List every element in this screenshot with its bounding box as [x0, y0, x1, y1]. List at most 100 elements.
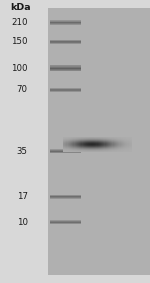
Bar	[119, 137, 121, 138]
Bar	[75, 137, 76, 138]
Bar	[94, 137, 96, 138]
Bar	[103, 141, 105, 142]
Bar	[131, 143, 132, 144]
Bar	[109, 147, 110, 148]
Bar	[82, 140, 84, 141]
Bar	[81, 143, 83, 144]
Bar	[102, 139, 103, 140]
Bar	[70, 149, 71, 150]
Bar	[98, 137, 99, 138]
Bar	[103, 142, 105, 143]
Bar	[50, 22, 81, 23]
Bar	[87, 145, 89, 146]
Bar	[72, 141, 74, 142]
Bar	[126, 145, 128, 146]
Bar	[99, 137, 100, 138]
Bar	[89, 143, 91, 144]
Bar	[122, 137, 123, 138]
Bar	[50, 196, 81, 197]
Bar	[115, 151, 116, 152]
Bar	[93, 139, 94, 140]
Bar	[88, 137, 90, 138]
Bar	[69, 139, 70, 140]
Bar	[50, 91, 81, 92]
Bar	[109, 139, 110, 140]
Bar	[122, 149, 123, 150]
Bar	[85, 140, 86, 141]
Bar	[70, 147, 71, 148]
Bar	[96, 141, 98, 142]
Bar	[100, 141, 101, 142]
Bar	[80, 143, 82, 144]
Bar	[115, 149, 116, 150]
Bar	[71, 139, 72, 140]
Bar	[123, 145, 124, 146]
Bar	[93, 146, 94, 147]
Bar	[100, 149, 101, 150]
Bar	[69, 137, 70, 138]
Bar	[73, 149, 75, 150]
Bar	[117, 143, 118, 144]
Bar	[110, 146, 112, 147]
Bar	[129, 143, 130, 144]
Bar	[65, 143, 67, 144]
Bar	[64, 147, 66, 148]
Bar	[71, 137, 72, 138]
Bar	[76, 143, 77, 144]
Bar	[50, 150, 81, 151]
Bar	[66, 146, 68, 147]
Bar	[119, 143, 121, 144]
Bar	[99, 146, 100, 147]
Bar	[114, 137, 115, 138]
Bar	[92, 146, 93, 147]
Bar	[118, 140, 120, 141]
Bar	[77, 138, 78, 139]
Bar	[115, 144, 116, 145]
Bar	[109, 138, 110, 139]
Bar	[130, 140, 131, 141]
Bar	[111, 150, 113, 151]
Bar	[106, 147, 107, 148]
Bar	[103, 138, 105, 139]
Bar	[102, 145, 103, 146]
Bar	[120, 144, 122, 145]
Bar	[106, 137, 107, 138]
Bar	[101, 139, 102, 140]
Bar	[129, 142, 130, 143]
Bar	[115, 148, 116, 149]
Bar	[124, 137, 125, 138]
Bar	[99, 144, 100, 145]
Bar	[94, 139, 96, 140]
Bar	[123, 138, 124, 139]
Bar	[63, 150, 64, 151]
Bar	[118, 142, 120, 143]
Bar	[70, 145, 71, 146]
Bar	[117, 146, 118, 147]
Bar	[111, 147, 113, 148]
Bar	[50, 150, 81, 151]
Bar	[107, 138, 108, 139]
Bar	[110, 144, 112, 145]
Bar	[68, 147, 69, 148]
Bar	[89, 139, 91, 140]
Bar	[79, 144, 81, 145]
Bar	[114, 146, 115, 147]
Bar	[70, 137, 71, 138]
Bar	[80, 149, 82, 150]
Bar	[87, 139, 89, 140]
Bar	[73, 137, 75, 138]
Bar	[82, 141, 84, 142]
Bar	[50, 66, 81, 67]
Bar	[107, 145, 108, 146]
Bar	[78, 142, 79, 143]
Bar	[71, 151, 72, 152]
Bar	[64, 141, 66, 142]
Bar	[94, 151, 96, 152]
Bar	[127, 147, 129, 148]
Bar	[101, 146, 102, 147]
Bar	[50, 70, 81, 71]
Bar	[91, 139, 92, 140]
Bar	[102, 138, 103, 139]
Bar	[89, 143, 91, 144]
Bar	[129, 145, 130, 146]
